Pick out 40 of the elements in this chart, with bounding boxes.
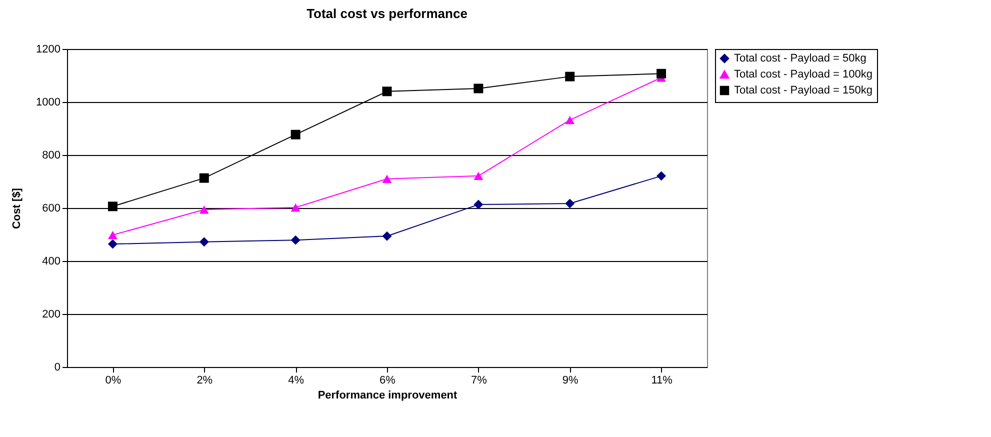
x-tick-label: 9% [562,374,579,386]
y-tick-label: 600 [42,202,60,214]
point [474,200,484,210]
y-tick-label: 1200 [36,44,60,56]
point [474,172,484,180]
y-tick-label: 800 [42,150,60,162]
x-tick-label: 0% [105,374,122,386]
legend-label: Total cost - Payload = 150kg [734,84,872,96]
y-tick-label: 400 [42,256,60,268]
x-tick-label: 7% [470,374,488,386]
point [565,198,575,208]
point [290,203,300,212]
x-tick-label: 11% [651,374,673,386]
point [108,230,118,240]
point [656,68,666,78]
x-tick-label: 4% [288,374,304,386]
point [199,205,209,214]
point [108,239,118,249]
point [382,174,392,183]
point [290,235,300,245]
point [565,72,575,82]
y-tick-label: 0 [54,362,60,374]
chart-title: Total cost vs performance [306,6,468,21]
legend-label: Total cost - Payload = 50kg [734,52,866,64]
point [290,130,300,140]
point [382,86,392,96]
legend-label: Total cost - Payload = 100kg [734,68,872,80]
point [565,116,575,124]
point [382,231,392,241]
point [474,84,484,94]
point [656,171,666,181]
y-axis-title: Cost [$] [11,188,24,229]
x-axis-title: Performance improvement [318,390,458,402]
x-tick-label: 2% [196,374,213,386]
x-tick-label: 6% [380,374,396,386]
point [199,173,209,183]
point [199,237,209,247]
y-tick-label: 1000 [36,96,60,108]
y-tick-label: 200 [42,308,60,320]
point [108,202,118,212]
